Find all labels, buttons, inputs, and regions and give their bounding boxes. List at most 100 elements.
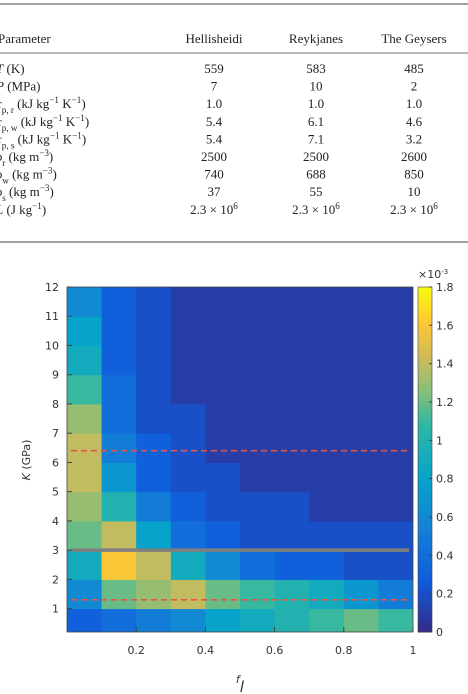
heatmap-cell: [67, 403, 103, 434]
colorbar-step: [418, 407, 432, 412]
heatmap-cell: [343, 316, 379, 346]
colorbar-tick-label: 0: [436, 626, 443, 639]
text-segment: p, r: [2, 105, 14, 115]
text-segment: −3: [40, 183, 50, 193]
rich-text: ρr (kg m−3): [0, 148, 53, 168]
heatmap-cell: [309, 579, 345, 610]
table: Parameter Hellisheidi Reykjanes The Geysers…: [0, 31, 447, 217]
text-segment: (kJ kg: [14, 131, 50, 146]
colorbar-step: [418, 621, 432, 626]
cell-text: 688: [306, 167, 326, 182]
heatmap-cell: [343, 608, 379, 632]
colorbar-step: [418, 421, 432, 426]
cell-text: 2500: [201, 149, 227, 164]
colorbar-step: [418, 607, 432, 612]
heatmap-cell: [240, 462, 276, 493]
heatmap-cell: [240, 374, 276, 405]
colorbar-step: [418, 487, 432, 492]
cell-text: 10: [310, 79, 323, 94]
heatmap-cell: [309, 403, 345, 434]
colorbar-step: [418, 314, 432, 319]
colorbar-step: [418, 397, 432, 402]
heatmap-cell: [240, 403, 276, 434]
heatmap-cell: [274, 287, 310, 317]
text-segment: c: [0, 131, 2, 146]
heatmap-cell: [67, 579, 103, 610]
x-tick-label: 1: [410, 644, 417, 657]
heatmap-cell: [378, 579, 413, 610]
text-segment: ρ: [0, 149, 2, 164]
heatmap-cell: [343, 550, 379, 580]
colorbar-step: [418, 587, 432, 592]
colorbar-step: [418, 452, 432, 457]
y-tick-label: 7: [52, 427, 59, 440]
text-segment: ): [49, 184, 53, 199]
heatmap-cell: [309, 374, 345, 405]
colorbar-step: [418, 431, 432, 436]
heatmap-cell: [343, 287, 379, 317]
x-tick-label: 0.2: [127, 644, 145, 657]
cell-text: 5.4: [206, 131, 223, 146]
heatmap-cell: [309, 491, 345, 522]
colorbar-step: [418, 473, 432, 478]
text-segment: (kg m: [5, 149, 39, 164]
y-tick-label: 9: [52, 369, 59, 382]
text-segment: K: [60, 131, 73, 146]
heatmap-cell: [170, 608, 206, 632]
colorbar-step: [418, 418, 432, 423]
text-segment: ): [81, 96, 85, 111]
heatmap-cell: [274, 550, 310, 580]
text-segment: (kg m: [9, 167, 43, 182]
heatmap-cell: [170, 550, 206, 580]
rich-text: cp, w (kJ kg−1 K−1): [0, 113, 89, 133]
heatmap-cell: [67, 433, 103, 463]
colorbar-step: [418, 300, 432, 305]
colorbar-step: [418, 328, 432, 333]
heatmap-cell: [274, 316, 310, 346]
y-tick-label: 6: [52, 456, 59, 469]
heatmap-cell: [170, 374, 206, 405]
cell-text: 740: [204, 167, 224, 182]
colorbar-step: [418, 614, 432, 619]
text-segment: ): [42, 202, 46, 217]
heatmap-cell: [170, 520, 206, 551]
colorbar-step: [418, 604, 432, 609]
heatmap-cell: [378, 345, 413, 376]
text-segment: p, w: [2, 123, 18, 133]
rich-text: cp, r (kJ kg−1 K−1): [0, 95, 86, 115]
colorbar-step: [418, 576, 432, 581]
heatmap-cell: [343, 579, 379, 610]
heatmap-cell: [343, 403, 379, 434]
colorbar-step: [418, 369, 432, 374]
heatmap-cell: [274, 374, 310, 405]
header-cell: The Geysers: [381, 31, 446, 46]
text-segment: −1: [49, 95, 59, 105]
heatmap-cell: [240, 316, 276, 346]
heatmap-cell: [170, 433, 206, 463]
rich-text: ρs (kg m−3): [0, 183, 54, 203]
rich-text: P (MPa): [0, 79, 40, 94]
y-tick-label: 12: [45, 281, 59, 294]
heatmap-cell: [205, 579, 241, 610]
heatmap-cell: [67, 520, 103, 551]
heatmap-cell: [136, 550, 172, 580]
colorbar-tick-label: 0.8: [436, 473, 454, 486]
heatmap-cell: [343, 345, 379, 376]
header-cell: Parameter: [0, 31, 51, 46]
heatmap-cell: [136, 520, 172, 551]
cell-text: 4.6: [406, 114, 423, 129]
colorbar-tick-label: 0.4: [436, 549, 454, 562]
colorbar-step: [418, 538, 432, 543]
colorbar-step: [418, 338, 432, 343]
heatmap-cell: [274, 520, 310, 551]
text-segment: ): [52, 167, 56, 182]
colorbar-tick-label: 1.8: [436, 281, 454, 294]
colorbar-step: [418, 628, 432, 633]
heatmap-cell: [205, 550, 241, 580]
text-segment: K: [59, 96, 72, 111]
heatmap-cell: [136, 345, 172, 376]
colorbar-step: [418, 504, 432, 509]
heatmap-cell: [101, 550, 137, 580]
heatmap-cell: [205, 520, 241, 551]
